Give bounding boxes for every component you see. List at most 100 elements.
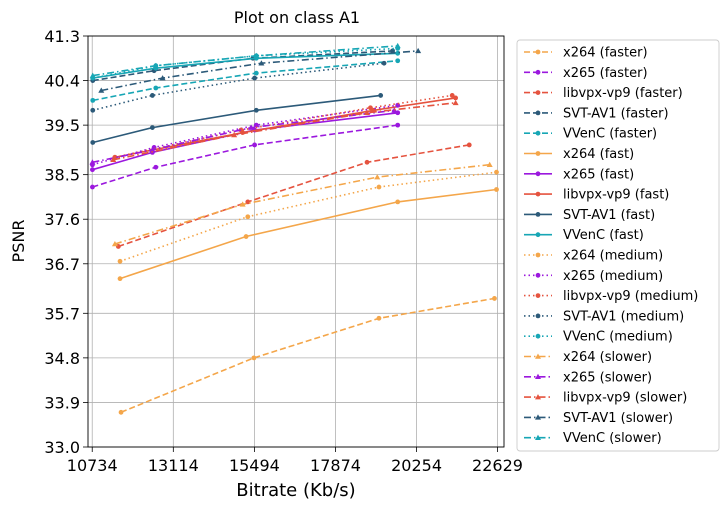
- data-point: [90, 97, 96, 103]
- series-x265-fast: [90, 110, 401, 173]
- y-tick-label: 34.8: [44, 349, 80, 368]
- legend-label: libvpx-vp9 (faster): [563, 86, 683, 101]
- series-svt-av1-fast: [90, 93, 384, 145]
- series-libvpx-vp9-faster: [115, 142, 472, 249]
- data-point: [251, 355, 257, 361]
- legend-marker: [535, 272, 541, 278]
- legend-label: SVT-AV1 (medium): [563, 309, 684, 324]
- legend-item-x265-fast: x265 (fast): [524, 167, 634, 182]
- data-point: [111, 240, 118, 247]
- legend-marker: [535, 252, 541, 258]
- data-point: [494, 169, 499, 175]
- series-line: [92, 47, 398, 79]
- legend-marker: [535, 151, 541, 156]
- data-point: [89, 72, 96, 78]
- legend-marker: [535, 69, 541, 75]
- legend-marker: [535, 191, 541, 197]
- legend-item-libvpx-vp9-faster: libvpx-vp9 (faster): [524, 86, 683, 101]
- data-point: [149, 146, 156, 153]
- data-point: [98, 87, 105, 93]
- legend-marker: [535, 49, 541, 55]
- legend-label: x265 (medium): [563, 269, 663, 284]
- y-tick-label: 36.7: [44, 255, 80, 274]
- legend-marker: [535, 313, 541, 319]
- legend-label: SVT-AV1 (faster): [563, 106, 669, 121]
- data-point: [238, 127, 244, 133]
- legend-marker: [535, 171, 541, 177]
- legend-frame: [516, 39, 720, 452]
- y-axis-ticks: 33.0 33.9 34.8 35.7 36.7 37.6 38.5 39.5 40.4 41.3: [44, 27, 88, 457]
- data-point: [110, 156, 117, 163]
- legend-label: SVT-AV1 (fast): [563, 208, 655, 223]
- data-point: [149, 125, 155, 131]
- data-point: [492, 296, 497, 301]
- series-svt-av1-medium: [90, 60, 387, 113]
- x-tick-label: 13114: [148, 456, 199, 475]
- y-tick-label: 33.9: [44, 393, 80, 412]
- legend: x264 (faster) x265 (faster) libvpx-vp9 (fa…: [516, 39, 720, 452]
- data-point: [117, 276, 123, 282]
- legend-item-x264-fast: x264 (fast): [524, 147, 634, 162]
- series-svt-av1-slower: [98, 47, 422, 93]
- legend-item-x264-faster: x264 (faster): [524, 46, 648, 61]
- legend-label: x264 (medium): [563, 249, 663, 264]
- legend-label: libvpx-vp9 (fast): [563, 188, 669, 203]
- data-point: [118, 409, 124, 415]
- x-tick-label: 10734: [67, 456, 118, 475]
- data-point: [153, 164, 159, 170]
- legend-label: libvpx-vp9 (medium): [563, 289, 698, 304]
- data-point: [374, 174, 381, 180]
- data-point: [376, 315, 382, 321]
- data-point: [90, 184, 95, 190]
- data-point: [253, 122, 259, 128]
- legend-item-x264-medium: x264 (medium): [524, 249, 663, 264]
- legend-label: libvpx-vp9 (slower): [563, 391, 687, 406]
- legend-label: x264 (slower): [563, 350, 652, 365]
- x-axis-label: Bitrate (Kb/s): [236, 480, 355, 501]
- legend-item-svt-av1-fast: SVT-AV1 (fast): [524, 208, 655, 223]
- legend-marker: [535, 353, 541, 359]
- series-line: [92, 112, 398, 171]
- data-point: [89, 159, 96, 165]
- y-axis-label: PSNR: [9, 220, 28, 263]
- data-point: [415, 47, 422, 54]
- data-point: [364, 109, 371, 116]
- series-svt-av1-faster: [90, 48, 395, 83]
- series-x265-slower: [89, 107, 398, 165]
- legend-marker: [535, 373, 541, 380]
- y-tick-label: 35.7: [44, 304, 80, 323]
- data-point: [395, 199, 401, 205]
- data-point: [466, 142, 472, 148]
- series-x264-faster: [118, 296, 497, 415]
- chart-title: Plot on class A1: [234, 8, 360, 27]
- plot-area-frame: [87, 35, 505, 448]
- x-tick-label: 22629: [472, 456, 523, 475]
- series-libvpx-vp9-slower: [110, 99, 459, 163]
- legend-label: VVenC (slower): [563, 431, 662, 446]
- legend-marker: [535, 90, 541, 95]
- data-point: [395, 58, 401, 64]
- x-axis-ticks: 10734 13114 15494 17874 20254 22629: [67, 447, 523, 475]
- legend-label: x265 (faster): [563, 66, 648, 81]
- legend-item-vvenc-slower: VVenC (slower): [524, 431, 662, 446]
- x-tick-label: 17874: [310, 456, 361, 475]
- data-point: [152, 62, 159, 68]
- x-tick-label: 15494: [229, 456, 280, 475]
- series-line: [92, 52, 398, 79]
- data-point: [449, 93, 455, 98]
- legend-item-x264-slower: x264 (slower): [524, 350, 652, 365]
- series-line: [92, 45, 398, 77]
- data-point: [252, 142, 258, 148]
- x-tick-label: 20254: [391, 456, 442, 475]
- data-point: [153, 85, 159, 91]
- legend-item-vvenc-faster: VVenC (faster): [524, 127, 657, 142]
- series-line: [119, 188, 497, 280]
- data-point: [117, 258, 123, 264]
- legend-item-x265-faster: x265 (faster): [524, 66, 648, 81]
- data-point: [252, 75, 258, 81]
- legend-marker: [535, 414, 541, 420]
- legend-item-libvpx-vp9-medium: libvpx-vp9 (medium): [524, 289, 698, 304]
- series-line: [114, 163, 490, 245]
- data-point: [253, 70, 259, 76]
